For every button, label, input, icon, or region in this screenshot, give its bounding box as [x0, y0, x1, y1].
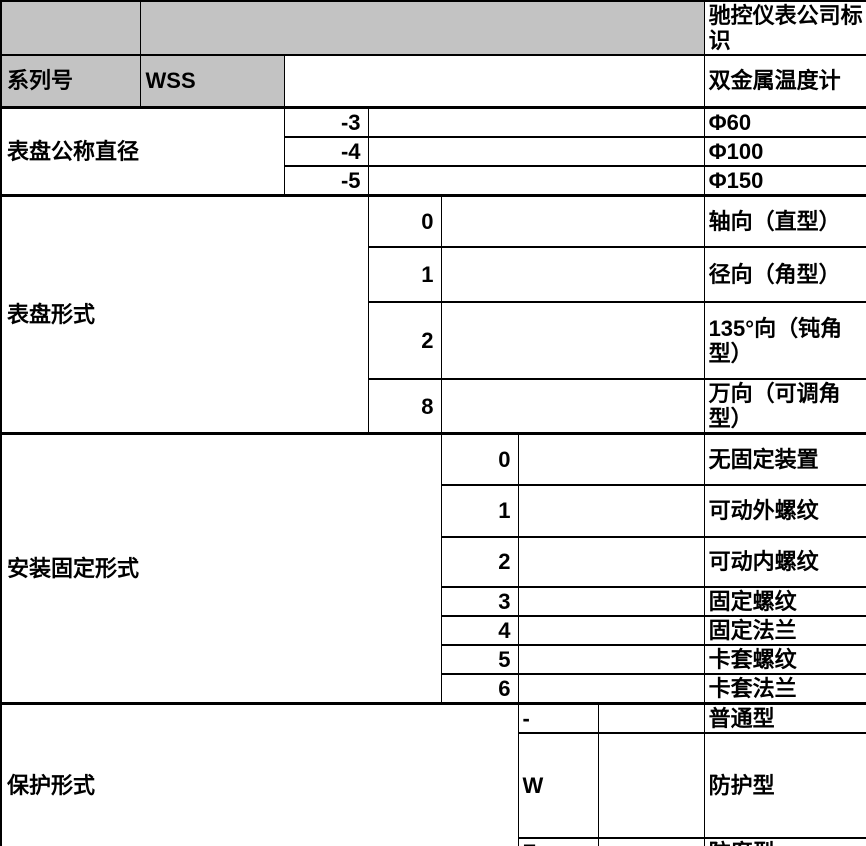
empty-cell [517, 585, 705, 617]
option-code-cell: 8 [367, 378, 442, 435]
section-label-cell: 保护形式 [0, 702, 519, 846]
option-label-cell: 可动外螺纹 [703, 483, 866, 538]
table-row: 5 卡套螺纹 [1, 643, 866, 675]
table-row: 8 万向（可调角型） [1, 378, 866, 435]
table-row: 表盘形式 0 轴向（直型） [0, 194, 866, 435]
table-row: 系列号 WSS 双金属温度计 [0, 54, 866, 109]
option-label-cell: 无固定装置 [703, 432, 866, 486]
empty-cell [517, 643, 705, 675]
option-label-cell: 卡套法兰 [703, 672, 866, 705]
option-label-cell: 径向（角型） [703, 246, 866, 303]
empty-cell [440, 301, 705, 380]
section-label-cell: 表盘公称直径 [0, 106, 285, 197]
empty-cell [440, 194, 705, 248]
option-label-cell: 卡套螺纹 [703, 643, 866, 675]
option-label-cell: 万向（可调角型） [703, 378, 866, 435]
option-label-cell: 固定法兰 [703, 614, 866, 646]
option-code-cell: W [517, 732, 599, 839]
option-label-cell: 可动内螺纹 [703, 535, 866, 588]
empty-cell [367, 164, 705, 197]
option-code-cell: 1 [367, 246, 442, 303]
option-code-cell: -5 [283, 164, 369, 197]
empty-cell [283, 54, 705, 109]
empty-cell [597, 702, 705, 734]
option-label-cell: 防腐型 [703, 837, 866, 846]
option-code-cell: 2 [440, 535, 519, 588]
option-label-cell: Φ60 [703, 106, 866, 138]
option-label-cell: 135°向（钝角型） [703, 301, 866, 380]
option-code-cell: F [517, 837, 599, 846]
empty-cell [517, 672, 705, 705]
option-label-cell: 轴向（直型） [703, 194, 866, 248]
option-code-cell: -4 [283, 135, 369, 167]
table-row: -4 Φ100 [1, 135, 866, 167]
table-row: W 防护型 [1, 732, 866, 839]
table-row: 2 135°向（钝角型） [1, 301, 866, 380]
empty-cell [367, 106, 705, 138]
option-label-cell: 普通型 [703, 702, 866, 734]
table-row: 安装固定形式 0 无固定装置 [0, 432, 866, 705]
table-row: 1 可动外螺纹 [1, 483, 866, 538]
table-row: 1 径向（角型） [1, 246, 866, 303]
table-row: 驰控仪表公司标识 [0, 0, 866, 56]
table-row: 6 卡套法兰 [1, 672, 866, 705]
option-label-cell: 固定螺纹 [703, 585, 866, 617]
empty-header-cell [139, 0, 705, 56]
table-row: 表盘公称直径 -3 Φ60 [0, 106, 866, 197]
option-code-cell: - [517, 702, 599, 734]
empty-cell [440, 378, 705, 435]
option-code-cell: 3 [440, 585, 519, 617]
series-meaning-cell: 双金属温度计 [703, 54, 866, 109]
option-code-cell: 0 [440, 432, 519, 486]
option-code-cell: 4 [440, 614, 519, 646]
table-row: 3 固定螺纹 [1, 585, 866, 617]
empty-cell [597, 732, 705, 839]
empty-cell [440, 246, 705, 303]
brand-id-cell: 驰控仪表公司标识 [703, 0, 866, 56]
table-row: 2 可动内螺纹 [1, 535, 866, 588]
empty-cell [367, 135, 705, 167]
empty-header-cell [0, 0, 141, 56]
option-label-cell: 防护型 [703, 732, 866, 839]
table-row: 4 固定法兰 [1, 614, 866, 646]
series-label-cell: 系列号 [0, 54, 141, 109]
series-value-cell: WSS [139, 54, 285, 109]
section-label-cell: 安装固定形式 [0, 432, 442, 705]
empty-cell [517, 535, 705, 588]
option-code-cell: 0 [367, 194, 442, 248]
option-code-cell: 1 [440, 483, 519, 538]
empty-cell [597, 837, 705, 846]
table-row: 保护形式 - 普通型 [0, 702, 866, 846]
section-label-cell: 表盘形式 [0, 194, 369, 435]
table-row: -5 Φ150 [1, 164, 866, 197]
table-row: F 防腐型 [1, 837, 866, 846]
option-label-cell: Φ150 [703, 164, 866, 197]
option-label-cell: Φ100 [703, 135, 866, 167]
option-code-cell: 2 [367, 301, 442, 380]
empty-cell [517, 432, 705, 486]
option-code-cell: 6 [440, 672, 519, 705]
option-code-cell: -3 [283, 106, 369, 138]
empty-cell [517, 483, 705, 538]
empty-cell [517, 614, 705, 646]
option-code-cell: 5 [440, 643, 519, 675]
